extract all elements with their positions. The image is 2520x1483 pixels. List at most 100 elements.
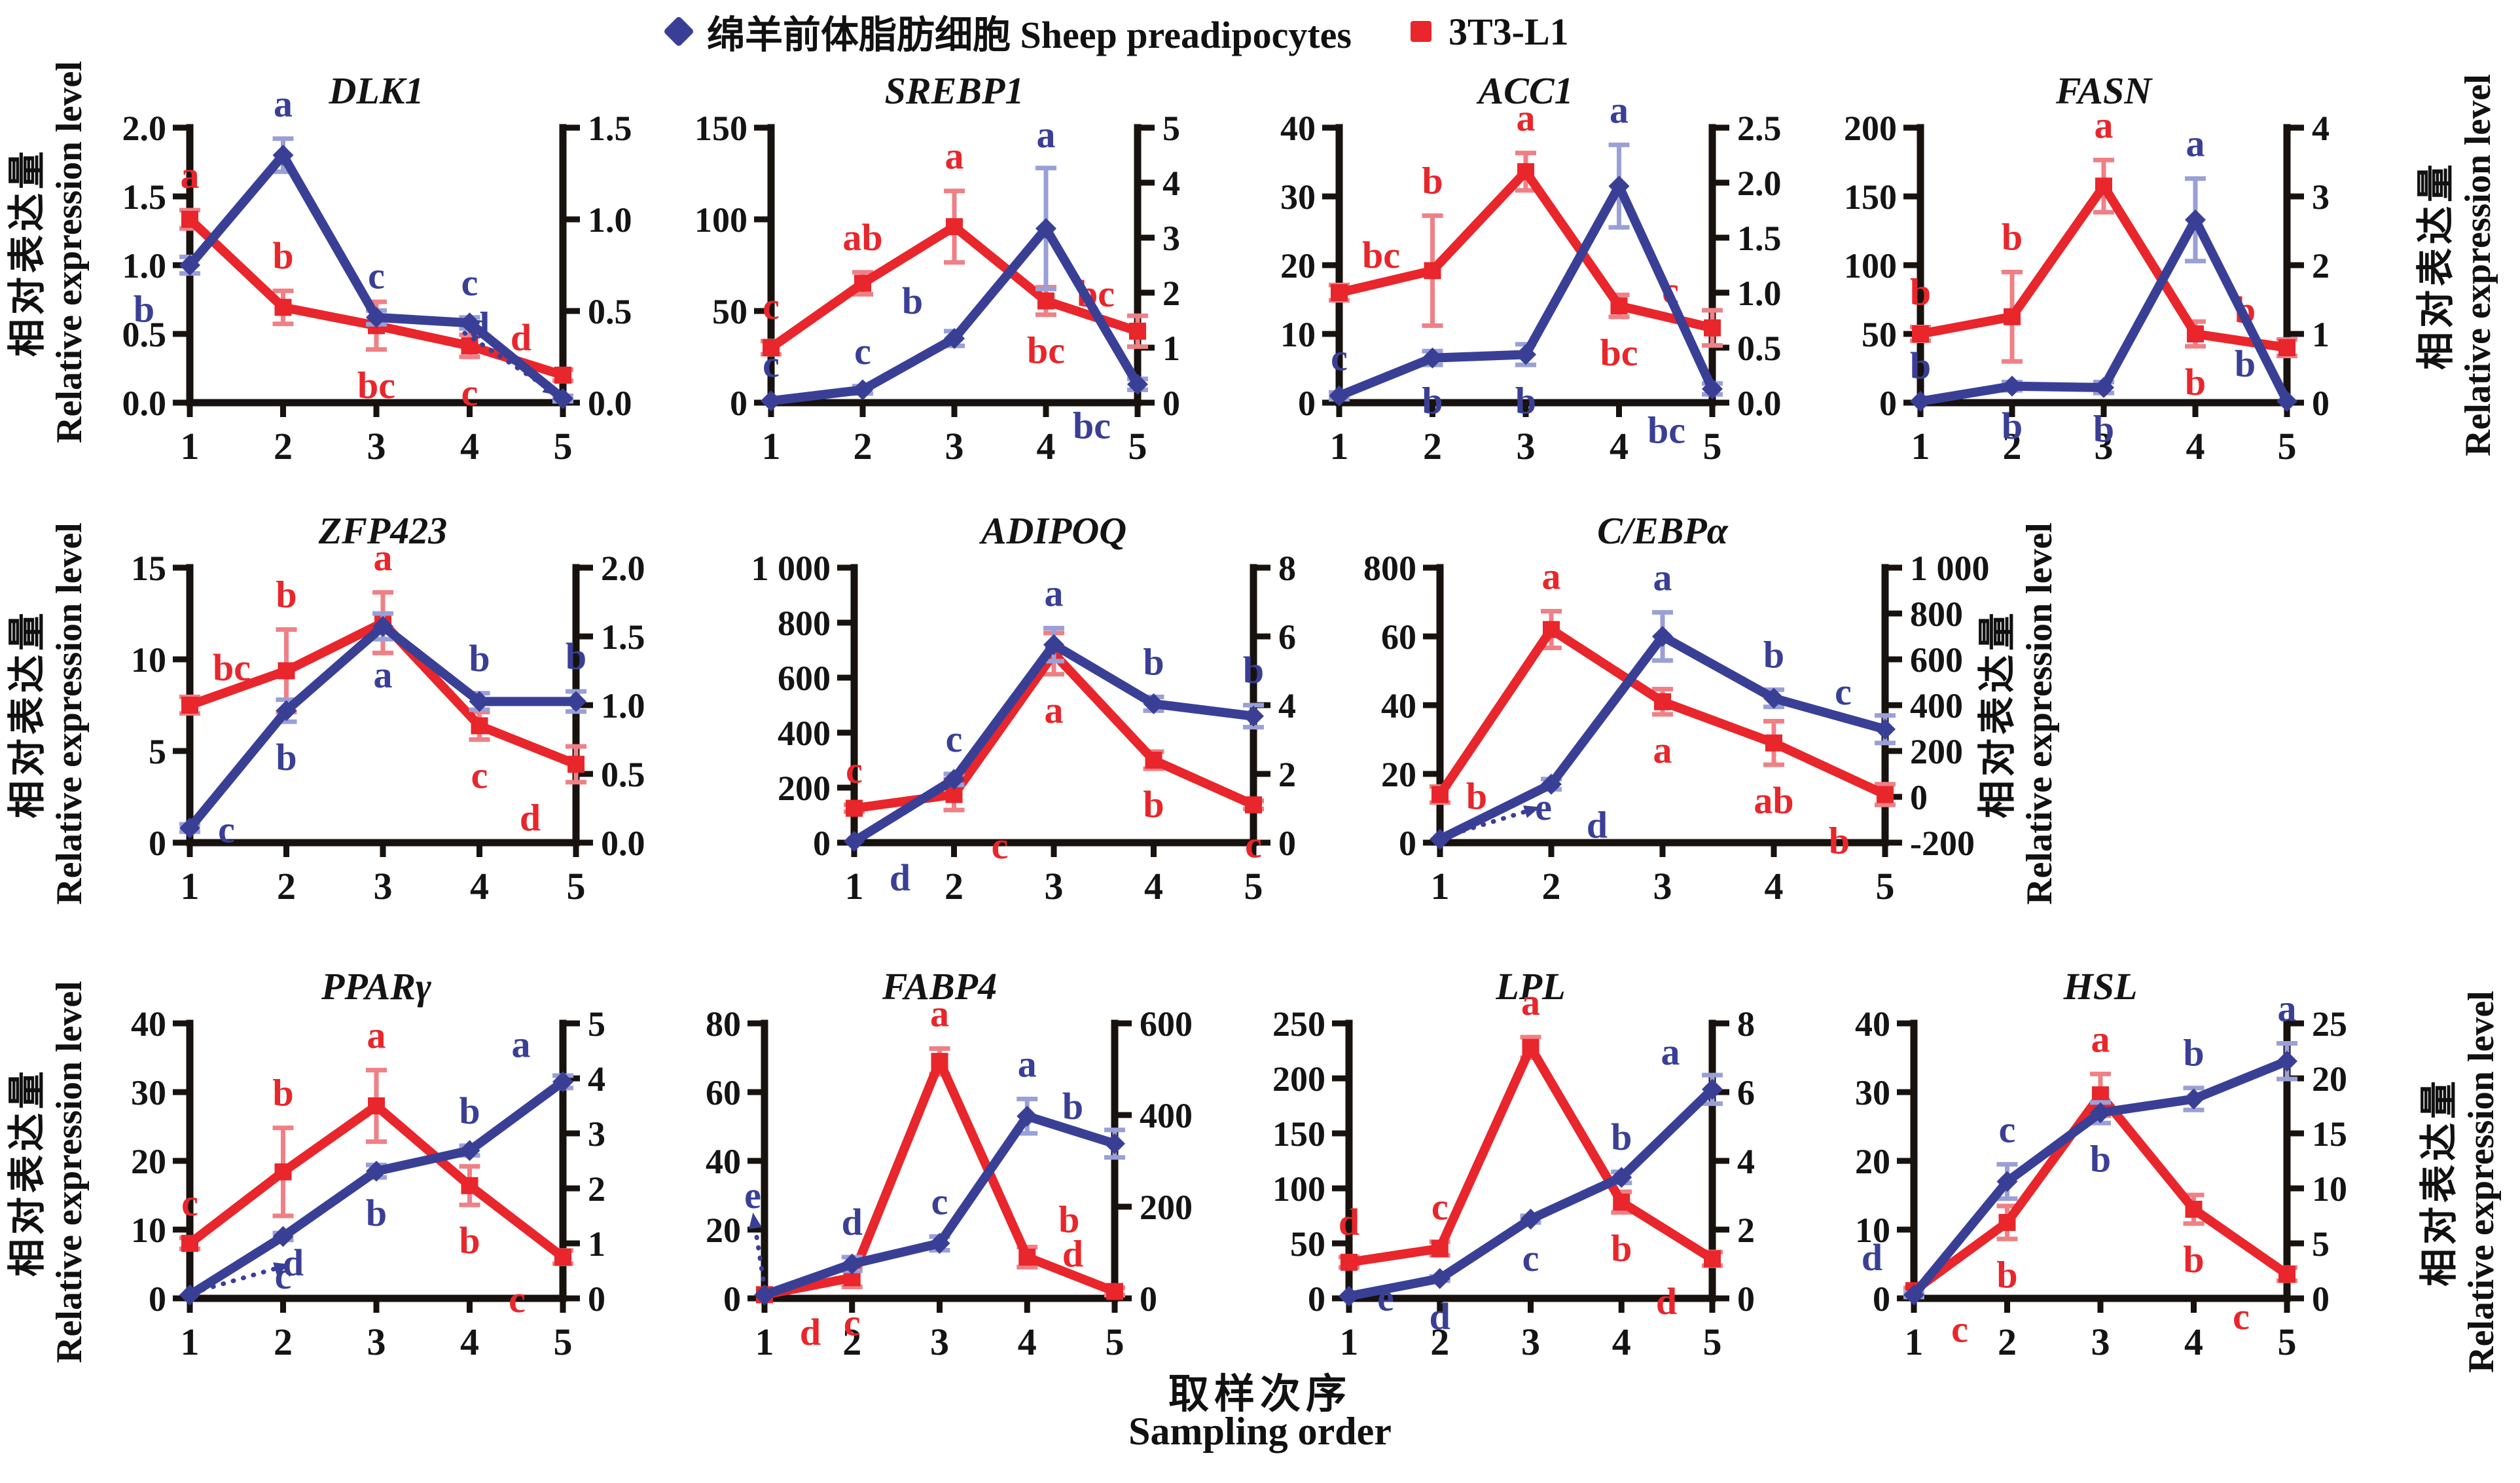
x-axis-title-cn: 取样次序	[1168, 1372, 1352, 1417]
svg-text:20: 20	[1855, 1142, 1890, 1181]
sig-label: a	[512, 1023, 531, 1065]
sig-label: a	[945, 135, 964, 177]
sig-label: ab	[1754, 779, 1793, 822]
sig-label: c	[931, 1181, 948, 1223]
y-axis-title-cn: 相对表达量	[6, 147, 48, 357]
svg-text:0.5: 0.5	[588, 292, 632, 331]
sig-label: b	[1243, 649, 1264, 691]
svg-text:400: 400	[1910, 686, 1963, 725]
series-sheep-preadipocytes: c b b a bc	[1329, 88, 1723, 451]
svg-text:2.5: 2.5	[1737, 109, 1782, 148]
legend-label-3t3l1: 3T3-L1	[1448, 10, 1569, 53]
y-axis-title-en: Relative expression level	[48, 981, 90, 1363]
svg-text:10: 10	[2312, 1169, 2347, 1209]
annotation-arrow	[749, 1213, 766, 1282]
svg-text:3: 3	[2312, 177, 2330, 217]
svg-text:2: 2	[274, 425, 293, 467]
svg-text:150: 150	[694, 109, 747, 148]
svg-text:5: 5	[554, 425, 573, 467]
panel-title: C/EBPα	[1597, 509, 1729, 552]
svg-text:200: 200	[1910, 732, 1963, 771]
legend-item-sheep: 绵羊前体脂肪细胞 Sheep preadipocytes	[662, 4, 1352, 59]
sig-label: c	[1999, 1108, 2016, 1150]
sig-label: d	[1062, 1233, 1083, 1275]
y-axis-title-row1-right: 相对表达量 Relative expression level	[2415, 36, 2513, 494]
sig-label: b	[1996, 1253, 2017, 1296]
svg-text:2.0: 2.0	[601, 549, 645, 588]
sig-label: b	[2093, 407, 2114, 450]
sig-label: b	[1143, 640, 1164, 683]
svg-text:50: 50	[1862, 315, 1897, 354]
y-axis-title-cn: 相对表达量	[2418, 1077, 2460, 1287]
sig-label: d	[520, 797, 541, 839]
sig-label: c	[218, 809, 235, 851]
series-sheep-preadipocytes: ed cab	[744, 1043, 1125, 1306]
legend: 绵羊前体脂肪细胞 Sheep preadipocytes 3T3-L1	[662, 4, 1569, 59]
svg-text:2: 2	[854, 425, 873, 467]
sig-label: c	[854, 330, 871, 373]
svg-text:3: 3	[1162, 219, 1180, 258]
sig-label: c	[1331, 336, 1348, 378]
svg-text:0: 0	[149, 1279, 166, 1319]
sig-label: bc	[1600, 331, 1638, 374]
y-axis-title-en: Relative expression level	[48, 522, 90, 905]
axes: 0.0 0.5 1.0 1.5 2.0 0.0 0.5 1.0 1.5 1 2 3 4 5	[122, 109, 632, 467]
svg-text:2: 2	[1278, 755, 1296, 794]
panel-title: DLK1	[329, 69, 424, 112]
sig-label: b	[1611, 1116, 1632, 1158]
series-sheep-preadipocytes: cba b b	[179, 611, 586, 851]
sig-label: b	[469, 637, 490, 680]
sig-label: c	[368, 254, 385, 297]
sig-label: d	[1430, 1295, 1450, 1338]
sig-label: c	[1951, 1308, 1968, 1350]
svg-text:0.5: 0.5	[1737, 329, 1782, 368]
sig-label: b	[1422, 379, 1443, 422]
y-axis-title-row3-left: 相对表达量 Relative expression level	[6, 943, 105, 1401]
svg-text:30: 30	[1280, 177, 1316, 217]
sig-label: b	[2183, 1032, 2204, 1074]
gene-panel-C/EBPα: C/EBPα 0 20 40 60 800 -200 0 200 400 600 800 1 000 1 2…	[1363, 509, 1990, 907]
svg-text:20: 20	[1381, 755, 1416, 794]
sig-label: c	[992, 824, 1009, 867]
svg-text:10: 10	[1280, 315, 1316, 354]
svg-text:5: 5	[554, 1321, 573, 1363]
svg-text:30: 30	[131, 1073, 166, 1112]
sig-label: a	[1661, 1031, 1680, 1073]
sig-label: e	[1377, 1277, 1394, 1319]
svg-text:800: 800	[778, 604, 831, 643]
svg-text:0: 0	[1737, 1279, 1755, 1319]
svg-text:2.0: 2.0	[122, 109, 167, 148]
svg-text:5: 5	[1244, 865, 1263, 907]
svg-text:1 000: 1 000	[751, 549, 831, 588]
svg-text:15: 15	[2312, 1114, 2347, 1154]
svg-text:0: 0	[2312, 384, 2330, 423]
svg-text:0: 0	[1162, 384, 1180, 423]
sig-label: bc	[1362, 234, 1400, 276]
svg-text:100: 100	[1272, 1169, 1325, 1209]
sig-label: a	[2278, 987, 2297, 1029]
sig-label: bc	[357, 364, 395, 407]
sig-label: b	[1422, 159, 1443, 202]
svg-text:4: 4	[1144, 865, 1163, 907]
svg-text:1: 1	[755, 1321, 774, 1363]
sig-label: a	[930, 993, 949, 1035]
svg-text:4: 4	[1610, 425, 1629, 467]
svg-text:1: 1	[181, 1321, 200, 1363]
sig-label: a	[374, 653, 393, 696]
svg-text:600: 600	[1140, 1004, 1193, 1044]
svg-text:0: 0	[813, 824, 831, 863]
svg-text:1: 1	[1905, 1321, 1924, 1363]
sig-label: c	[846, 748, 863, 791]
svg-text:0: 0	[1910, 778, 1928, 817]
svg-text:2: 2	[588, 1169, 605, 1209]
svg-text:400: 400	[778, 714, 831, 753]
sig-label: ab	[842, 216, 882, 259]
